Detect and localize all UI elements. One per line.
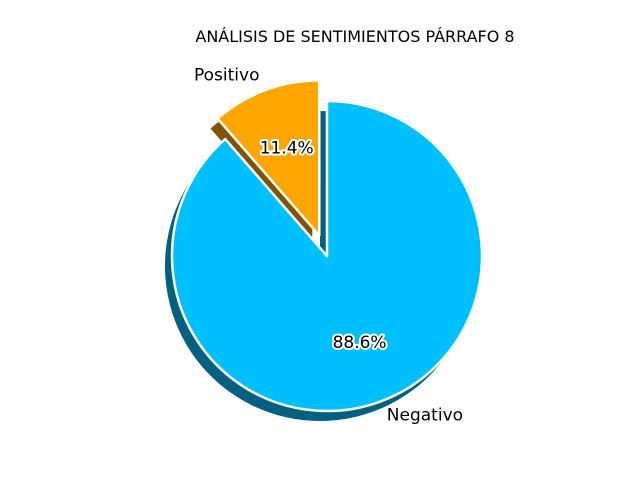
slice-label-positivo: Positivo [194,66,259,86]
slice-label-negativo: Negativo [387,406,463,426]
slice-percent-negativo: 88.6% [333,333,387,353]
chart-title: ANÁLISIS DE SENTIMIENTOS PÁRRAFO 8 [195,27,514,46]
pie-slice-negativo [172,101,482,411]
slice-percent-positivo: 11.4% [260,138,314,158]
